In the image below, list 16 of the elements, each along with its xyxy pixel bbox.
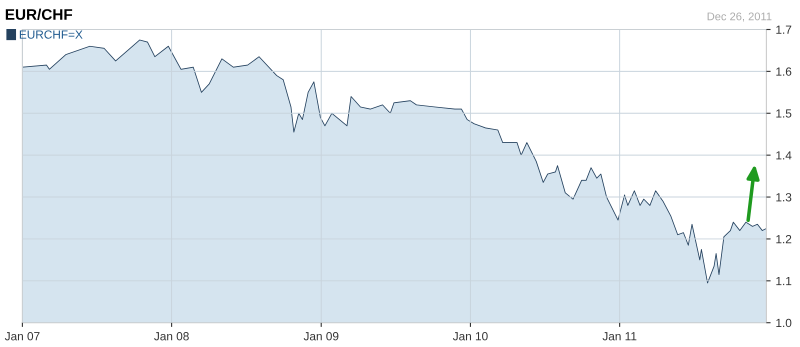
legend-label: EURCHF=X [20, 30, 83, 39]
y-tick-label: 1.3 [776, 193, 792, 202]
x-tick-label: Jan 11 [602, 332, 636, 340]
y-tick-label: 1.6 [776, 67, 792, 76]
text: Dec 26, 2011 [708, 12, 772, 22]
y-tick-label: 1.5 [776, 109, 792, 118]
x-tick-label: Jan 07 [4, 332, 40, 340]
x-tick-label: Jan 10 [452, 332, 488, 340]
y-tick-label: 1.0 [776, 318, 792, 328]
y-tick-label: 1.2 [776, 234, 792, 244]
y-tick-label: 1.7 [776, 26, 792, 34]
x-tick-label: Jan 09 [304, 332, 338, 340]
chart-title: EUR/CHF [6, 8, 72, 20]
y-tick-label: 1.1 [776, 276, 792, 286]
x-tick-label: Jan 08 [154, 332, 189, 340]
y-tick-label: 1.4 [776, 151, 792, 160]
